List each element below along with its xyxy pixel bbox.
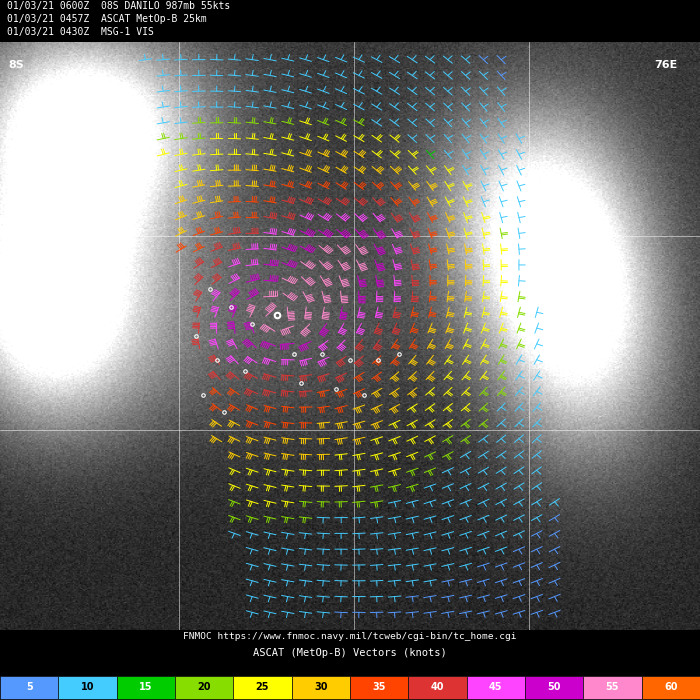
Text: 50: 50 [547, 682, 561, 692]
Text: 60: 60 [664, 682, 678, 692]
Text: 76E: 76E [654, 60, 678, 69]
Text: 12S: 12S [8, 257, 32, 267]
Bar [467, 676, 525, 699]
Text: 10: 10 [80, 682, 94, 692]
Bar [117, 676, 175, 699]
Bar [175, 676, 233, 699]
Text: 01/03/21 0600Z  08S DANILO 987mb 55kts
01/03/21 0457Z  ASCAT MetOp-B 25km
01/03/: 01/03/21 0600Z 08S DANILO 987mb 55kts 01… [7, 1, 230, 37]
Text: 55: 55 [606, 682, 620, 692]
Text: 15: 15 [139, 682, 153, 692]
Text: 5: 5 [26, 682, 32, 692]
Bar [350, 676, 408, 699]
Text: ASCAT (MetOp-B) Vectors (knots): ASCAT (MetOp-B) Vectors (knots) [253, 648, 447, 658]
Text: 20: 20 [197, 682, 211, 692]
Bar [58, 676, 117, 699]
Text: FNMOC https://www.fnmoc.navy.mil/tcweb/cgi-bin/tc_home.cgi: FNMOC https://www.fnmoc.navy.mil/tcweb/c… [183, 632, 517, 641]
Bar [0, 676, 58, 699]
Text: 25: 25 [256, 682, 270, 692]
Text: 40: 40 [430, 682, 444, 692]
Bar [292, 676, 350, 699]
Text: 35: 35 [372, 682, 386, 692]
Text: 30: 30 [314, 682, 328, 692]
Text: 8S: 8S [8, 60, 24, 69]
Bar [408, 676, 467, 699]
Bar [583, 676, 642, 699]
Bar [525, 676, 583, 699]
Bar [233, 676, 292, 699]
Text: 45: 45 [489, 682, 503, 692]
Bar [642, 676, 700, 699]
